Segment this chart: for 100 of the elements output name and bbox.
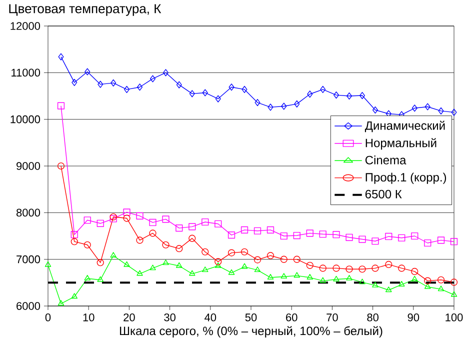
point	[215, 95, 221, 102]
point	[320, 86, 326, 94]
y-tick-label: 8000	[16, 208, 40, 217]
x-axis-title: Шкала серого, % (0% – черный, 100% – белый)	[120, 326, 382, 338]
point	[97, 276, 104, 282]
point	[123, 214, 130, 222]
point	[149, 230, 156, 237]
point	[71, 293, 78, 299]
point	[254, 256, 262, 264]
point	[450, 278, 458, 286]
point	[241, 263, 248, 269]
point	[214, 262, 222, 268]
point	[84, 274, 90, 280]
point	[70, 231, 78, 238]
point	[266, 252, 274, 260]
legend-label: 6500 К	[365, 190, 402, 198]
x-tick-label: 0	[45, 314, 51, 322]
x-tick-label: 90	[408, 314, 420, 322]
point	[307, 90, 313, 98]
x-tick-label: 20	[124, 314, 135, 322]
point	[254, 227, 262, 234]
point	[162, 260, 169, 266]
point	[149, 218, 156, 226]
point	[136, 212, 144, 220]
point	[202, 266, 208, 272]
point	[306, 262, 314, 269]
y-tick-label: 11000	[12, 68, 40, 77]
point	[58, 53, 64, 60]
point	[358, 266, 366, 273]
point	[372, 282, 378, 288]
point	[188, 234, 196, 242]
x-tick-label: 100	[446, 314, 463, 322]
point	[57, 162, 65, 170]
point	[372, 264, 379, 272]
point	[254, 266, 261, 272]
point	[96, 220, 104, 227]
y-tick-label: 6000	[16, 302, 40, 310]
point	[438, 107, 444, 114]
point	[124, 86, 130, 94]
point	[202, 89, 208, 96]
point	[280, 256, 288, 263]
point	[385, 232, 392, 240]
point	[334, 92, 340, 99]
x-tick-label: 50	[245, 314, 257, 322]
point	[359, 278, 366, 284]
x-tick-label: 80	[367, 314, 378, 322]
point	[333, 276, 340, 282]
point	[176, 262, 182, 268]
point	[386, 286, 392, 292]
y-tick-label: 10000	[10, 115, 40, 124]
point	[319, 264, 326, 272]
point	[202, 218, 209, 226]
x-tick-label: 70	[326, 314, 338, 322]
point	[162, 241, 170, 248]
point	[84, 241, 91, 248]
point	[358, 236, 366, 243]
point	[162, 216, 170, 223]
point	[450, 291, 458, 297]
point	[372, 106, 378, 114]
point	[214, 220, 222, 228]
point	[437, 236, 445, 244]
point	[84, 216, 91, 224]
x-tick-label: 40	[204, 314, 216, 322]
point	[398, 280, 405, 286]
point	[293, 232, 300, 240]
x-tick-label: 10	[83, 314, 94, 322]
point	[72, 78, 78, 86]
point	[294, 100, 300, 108]
point	[123, 208, 130, 216]
point	[346, 92, 352, 100]
point	[320, 277, 326, 283]
point	[319, 230, 326, 238]
legend-label: Динамический	[364, 120, 445, 132]
point	[240, 226, 248, 234]
point	[57, 102, 65, 110]
point	[98, 80, 104, 88]
point	[280, 273, 288, 279]
point	[44, 261, 52, 267]
point	[176, 245, 183, 252]
point	[411, 268, 418, 276]
point	[437, 276, 445, 284]
point	[189, 270, 196, 276]
point	[372, 238, 379, 245]
x-tick-label: 30	[164, 314, 176, 322]
y-tick-label: 9000	[16, 162, 40, 170]
point	[202, 248, 209, 256]
point	[254, 98, 260, 106]
point	[150, 264, 156, 270]
point	[424, 103, 430, 110]
y-tick-label: 12000	[10, 22, 40, 30]
point	[385, 260, 392, 268]
point	[96, 259, 104, 266]
point	[280, 232, 288, 240]
point	[228, 232, 236, 239]
point	[110, 252, 116, 258]
point	[188, 223, 196, 230]
point	[332, 264, 340, 272]
point	[176, 81, 182, 88]
point	[424, 283, 431, 289]
legend-label: Проф.1 (корр.)	[366, 172, 446, 184]
